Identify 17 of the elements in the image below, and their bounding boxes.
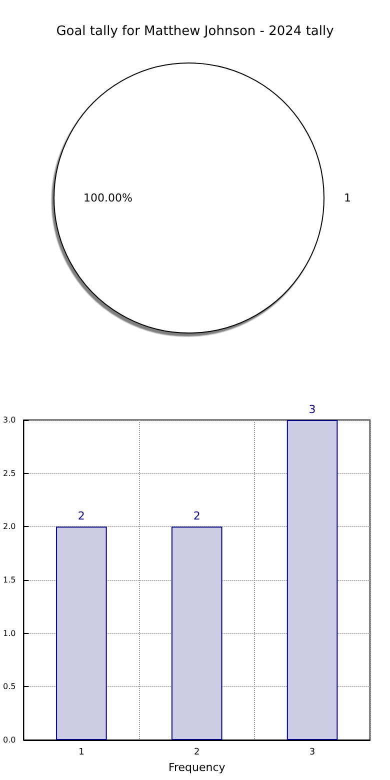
- slice-label: 1: [344, 192, 351, 204]
- y-tick-label: 0.0: [2, 736, 16, 744]
- x-tick-label: 3: [309, 748, 316, 758]
- y-tick-label: 1.5: [2, 576, 16, 584]
- data-label: 3: [308, 403, 316, 416]
- chart-title: Goal tally for Matthew Johnson - 2024 tally: [56, 24, 334, 39]
- y-tick-label: 3.0: [2, 416, 16, 424]
- x-axis-title: Frequency: [168, 760, 226, 774]
- y-tick-label: 2.0: [2, 522, 16, 532]
- y-tick-label: 2.5: [2, 468, 16, 478]
- x-tick-label: 1: [78, 748, 84, 758]
- data-label: 100.00%: [84, 192, 132, 204]
- data-label: 2: [193, 510, 200, 523]
- data-label: 2: [78, 510, 85, 523]
- y-tick-label: 0.5: [2, 682, 16, 692]
- y-tick-label: 1.0: [2, 628, 16, 638]
- x-tick-label: 2: [194, 748, 200, 758]
